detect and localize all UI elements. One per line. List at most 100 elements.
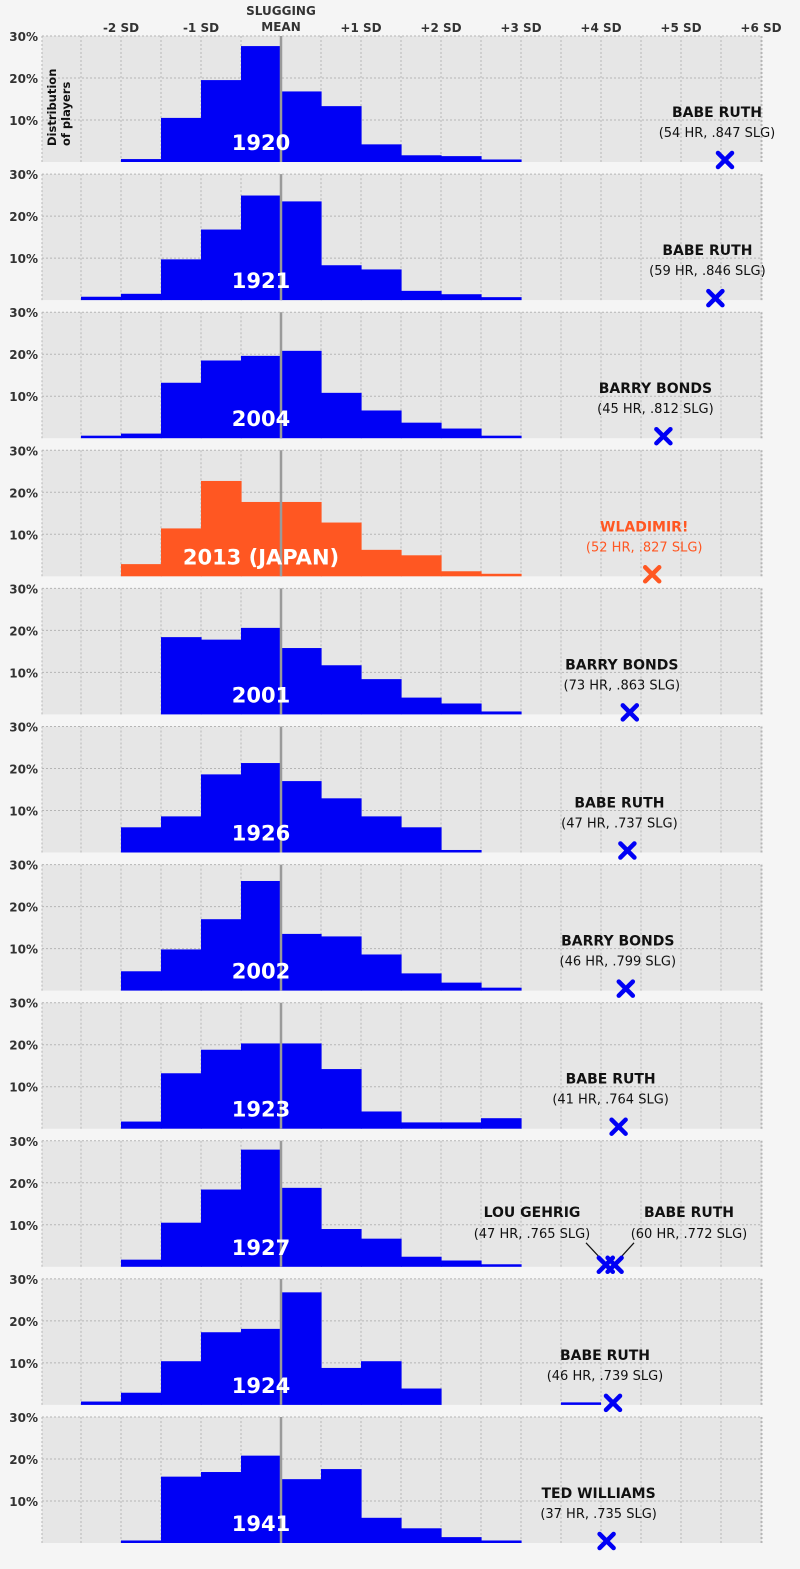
player-name: BARRY BONDS bbox=[565, 657, 678, 673]
histogram-bar bbox=[241, 195, 282, 301]
y-tick-label: 10% bbox=[9, 528, 38, 542]
mean-label-line1: SLUGGING bbox=[246, 4, 316, 18]
panel-1924: 30% 20% 10% 1924 BABE RUTH (46 HR, .739 SLG) bbox=[9, 1273, 763, 1413]
histogram-bar bbox=[281, 350, 322, 439]
histogram-bar bbox=[441, 703, 482, 715]
histogram-bar bbox=[121, 564, 162, 577]
histogram-bar bbox=[321, 936, 362, 991]
player-stats: (54 HR, .847 SLG) bbox=[659, 126, 776, 141]
histogram-bar bbox=[481, 159, 522, 162]
histogram-bar bbox=[161, 382, 202, 439]
histogram-bar bbox=[121, 293, 162, 301]
marker-stroke bbox=[715, 150, 735, 170]
x-axis-labels: -2 SD -1 SD +1 SD +2 SD +3 SD +4 SD +5 SD +6 SD… bbox=[103, 4, 782, 35]
panel-1927: 30% 20% 10% 1927 LOU GEHRIG (47 HR, .765 SLG)… bbox=[9, 1135, 763, 1275]
histogram-bar bbox=[361, 549, 402, 577]
histogram-bar bbox=[281, 1187, 322, 1267]
histogram-bar bbox=[401, 1256, 442, 1267]
histogram-bar bbox=[201, 1332, 242, 1405]
histogram-bar bbox=[481, 987, 522, 991]
histogram-bar bbox=[361, 1238, 402, 1267]
mean-label-line2: MEAN bbox=[261, 20, 300, 34]
player-name: BABE RUTH bbox=[672, 105, 762, 121]
histogram-bar bbox=[361, 679, 402, 715]
player-stats: (47 HR, .737 SLG) bbox=[561, 817, 678, 832]
histogram-bar bbox=[321, 265, 362, 301]
histogram-bar bbox=[201, 80, 242, 162]
histogram-bar bbox=[321, 1469, 362, 1543]
marker-stroke bbox=[605, 1255, 624, 1275]
histogram-bar bbox=[161, 816, 202, 853]
histogram-bar bbox=[201, 1472, 242, 1543]
y-tick-label: 10% bbox=[9, 1357, 38, 1371]
player-marker bbox=[603, 1393, 623, 1413]
player-stats: (46 HR, .739 SLG) bbox=[547, 1369, 664, 1384]
panel-1923: 30% 20% 10% 1923 BABE RUTH (41 HR, .764 SLG) bbox=[9, 997, 763, 1136]
player-marker bbox=[605, 1255, 624, 1275]
season-label: 2002 bbox=[232, 960, 290, 984]
y-tick-label: 30% bbox=[9, 1135, 38, 1149]
panel-2001: 30% 20% 10% 2001 BARRY BONDS (73 HR, .863 SLG… bbox=[9, 582, 763, 722]
player-name: LOU GEHRIG bbox=[484, 1205, 581, 1221]
season-label: 1921 bbox=[232, 269, 290, 293]
histogram-bar bbox=[161, 117, 202, 162]
x-tick-label: -1 SD bbox=[183, 21, 219, 35]
histogram-bar bbox=[241, 46, 282, 162]
player-name: BABE RUTH bbox=[662, 243, 752, 259]
histogram-bar bbox=[481, 1264, 522, 1267]
histogram-bar bbox=[481, 297, 522, 301]
histogram-bar bbox=[161, 1476, 202, 1543]
player-name: BARRY BONDS bbox=[599, 381, 712, 397]
panel-1921: 30% 20% 10% 1921 BABE RUTH (59 HR, .846 SLG) bbox=[9, 168, 766, 308]
player-stats: (52 HR, .827 SLG) bbox=[586, 540, 703, 555]
panel-1941: 30% 20% 10% 1941 TED WILLIAMS (37 HR, .735 SL… bbox=[9, 1411, 763, 1551]
histogram-bar bbox=[241, 355, 282, 439]
y-tick-label: 10% bbox=[9, 390, 38, 404]
histogram-bar bbox=[201, 229, 242, 301]
histogram-bar bbox=[121, 159, 162, 162]
marker-stroke bbox=[706, 288, 725, 308]
histogram-bar bbox=[361, 1361, 402, 1405]
histogram-bar bbox=[361, 816, 402, 853]
histogram-bar bbox=[281, 201, 322, 301]
histogram-bar bbox=[281, 648, 322, 715]
y-tick-label: 10% bbox=[9, 805, 38, 819]
histogram-bar bbox=[441, 294, 482, 301]
player-marker bbox=[642, 565, 662, 584]
histogram-bar bbox=[441, 571, 482, 577]
histogram-bar bbox=[481, 711, 522, 715]
marker-stroke bbox=[654, 426, 673, 446]
histogram-bar bbox=[241, 880, 282, 991]
histogram-bar bbox=[401, 1528, 442, 1543]
histogram-bar bbox=[361, 410, 402, 439]
histogram-bar bbox=[401, 290, 442, 301]
histogram-bar bbox=[161, 259, 202, 301]
histogram-bar bbox=[321, 798, 362, 853]
season-label: 1920 bbox=[232, 131, 290, 155]
histogram-bar bbox=[401, 422, 442, 439]
histogram-bar bbox=[121, 433, 162, 439]
histogram-bar bbox=[401, 155, 442, 162]
panel-background bbox=[42, 174, 762, 301]
panel-background bbox=[42, 588, 762, 715]
player-stats: (73 HR, .863 SLG) bbox=[564, 678, 681, 693]
panel-background bbox=[42, 1417, 762, 1543]
histogram-bar bbox=[241, 627, 282, 715]
player-name: BABE RUTH bbox=[560, 1348, 650, 1364]
season-label: 1927 bbox=[232, 1236, 290, 1260]
season-label: 2001 bbox=[232, 683, 290, 707]
panel-background bbox=[42, 1002, 762, 1129]
histogram-bar bbox=[241, 763, 282, 853]
marker-stroke bbox=[620, 703, 640, 722]
x-tick-label: +5 SD bbox=[660, 21, 701, 35]
y-tick-label: 30% bbox=[9, 1411, 38, 1425]
season-label: 1924 bbox=[232, 1374, 290, 1398]
y-tick-label: 20% bbox=[9, 486, 38, 500]
y-tick-label: 30% bbox=[9, 721, 38, 735]
player-stats: (47 HR, .765 SLG) bbox=[474, 1227, 591, 1242]
season-label: 1941 bbox=[232, 1512, 290, 1536]
panel-2004: 30% 20% 10% 2004 BARRY BONDS (45 HR, .812 SLG… bbox=[9, 306, 763, 446]
y-axis-title-line2: of players bbox=[59, 82, 73, 146]
histogram-bar bbox=[241, 1149, 282, 1267]
